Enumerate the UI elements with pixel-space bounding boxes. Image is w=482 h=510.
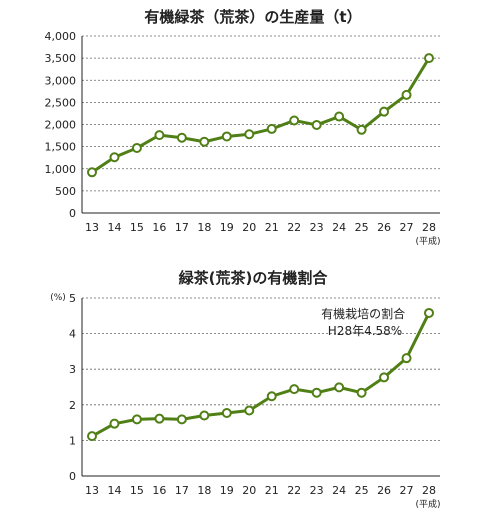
organic-ratio-x-tick-label: 25: [355, 484, 369, 497]
organic-ratio-data-point: [424, 307, 434, 318]
organic-ratio-y-tick-label: 1: [69, 434, 76, 447]
production-y-tick-label: 0: [69, 207, 76, 220]
production-data-point: [87, 167, 97, 178]
production-data-point: [289, 115, 300, 126]
production-data-point: [131, 142, 142, 153]
organic-ratio-y-tick-label: 4: [69, 328, 76, 341]
production-chart: 有機緑茶（荒茶）の生産量（t） 0 500 1,000 1,500 2,000 2,500…: [45, 8, 441, 247]
production-data-point: [379, 106, 390, 117]
organic-ratio-y-tick-label: 3: [69, 363, 76, 376]
production-x-tick-label: 28: [422, 221, 436, 234]
organic-ratio-x-tick-label: 18: [197, 484, 211, 497]
organic-ratio-data-point: [131, 414, 142, 425]
organic-ratio-x-tick-label: 13: [85, 484, 99, 497]
organic-ratio-annotation: 有機栽培の割合 H28年4.58%: [321, 306, 409, 338]
organic-ratio-x-tick-label: 22: [287, 484, 301, 497]
organic-ratio-data-point: [221, 407, 232, 418]
organic-ratio-x-tick-label: 23: [310, 484, 324, 497]
organic-ratio-x-tick-label: 14: [107, 484, 121, 497]
organic-ratio-series: [87, 307, 434, 442]
production-data-point: [154, 130, 165, 141]
organic-ratio-chart-title: 緑茶(荒茶)の有機割合: [179, 269, 329, 287]
production-data-point: [109, 152, 120, 163]
organic-ratio-data-point: [176, 414, 187, 425]
production-x-tick-label: 27: [400, 221, 414, 234]
production-x-tick-label: 23: [310, 221, 324, 234]
organic-ratio-x-tick-label: 19: [220, 484, 234, 497]
organic-ratio-y-tick-label: 2: [69, 399, 76, 412]
organic-ratio-x-tick-label: 17: [175, 484, 189, 497]
production-data-point: [311, 119, 322, 130]
production-x-tick-label: 22: [287, 221, 301, 234]
production-x-tick-label: 18: [197, 221, 211, 234]
production-data-point: [356, 124, 367, 135]
production-y-ticks: 0 500 1,000 1,500 2,000 2,500 3,000 3,500 4,000: [45, 30, 77, 220]
organic-ratio-x-tick-label: 27: [400, 484, 414, 497]
organic-ratio-data-point: [154, 413, 165, 424]
production-chart-title: 有機緑茶（荒茶）の生産量（t）: [144, 8, 361, 26]
organic-ratio-annotation-line-2: H28年4.58%: [328, 324, 402, 338]
production-data-point: [334, 111, 345, 122]
production-x-tick-label: 20: [242, 221, 256, 234]
production-x-tick-label: 24: [332, 221, 346, 234]
organic-ratio-y-tick-label: 5: [69, 292, 76, 305]
production-x-tick-label: 16: [152, 221, 166, 234]
organic-ratio-x-tick-label: 21: [265, 484, 279, 497]
organic-ratio-x-unit: (平成): [415, 498, 440, 510]
organic-ratio-x-tick-label: 28: [422, 484, 436, 497]
production-x-tick-label: 14: [107, 221, 121, 234]
production-x-tick-label: 13: [85, 221, 99, 234]
organic-ratio-series-line: [91, 312, 431, 438]
production-y-tick-label: 4,000: [45, 30, 77, 43]
production-y-tick-label: 3,500: [45, 52, 77, 65]
production-y-tick-label: 2,500: [45, 96, 77, 109]
organic-ratio-y-tick-label: 0: [69, 470, 76, 483]
organic-ratio-x-tick-label: 24: [332, 484, 346, 497]
production-x-ticks: 13 14 15 16 17 18 19 20 21 22 23 24 25 26 27 28: [85, 221, 436, 234]
organic-ratio-data-point: [356, 387, 367, 398]
production-y-tick-label: 500: [55, 185, 76, 198]
production-data-point: [424, 53, 434, 64]
organic-ratio-data-point: [266, 391, 277, 402]
organic-ratio-x-tick-label: 15: [130, 484, 144, 497]
organic-ratio-annotation-line-1: 有機栽培の割合: [321, 306, 405, 321]
production-x-tick-label: 15: [130, 221, 144, 234]
organic-ratio-data-point: [199, 410, 210, 421]
organic-ratio-y-ticks: 0 1 2 3 4 5: [69, 292, 76, 483]
organic-ratio-data-point: [244, 405, 255, 416]
production-x-tick-label: 19: [220, 221, 234, 234]
production-series: [87, 53, 434, 178]
production-y-tick-label: 1,500: [45, 141, 77, 154]
production-x-unit: (平成): [415, 235, 440, 247]
production-data-point: [176, 132, 187, 143]
organic-ratio-data-point: [311, 387, 322, 398]
organic-ratio-data-point: [334, 382, 345, 393]
organic-ratio-y-unit: (%): [50, 293, 66, 303]
production-series-line: [91, 57, 431, 174]
production-data-point: [401, 89, 412, 100]
organic-ratio-x-tick-label: 16: [152, 484, 166, 497]
production-data-point: [266, 123, 277, 134]
production-y-tick-label: 3,000: [45, 74, 77, 87]
production-data-point: [221, 131, 232, 142]
organic-ratio-data-point: [87, 431, 97, 442]
organic-ratio-x-tick-label: 26: [377, 484, 391, 497]
production-x-tick-label: 26: [377, 221, 391, 234]
organic-ratio-data-point: [401, 353, 412, 364]
organic-ratio-data-point: [379, 372, 390, 383]
organic-ratio-data-point: [289, 384, 300, 395]
production-x-tick-label: 17: [175, 221, 189, 234]
organic-ratio-x-tick-label: 20: [242, 484, 256, 497]
organic-ratio-data-point: [109, 418, 120, 429]
production-data-point: [244, 129, 255, 140]
production-x-tick-label: 25: [355, 221, 369, 234]
production-y-tick-label: 2,000: [45, 119, 77, 132]
production-data-point: [199, 136, 210, 147]
organic-ratio-x-ticks: 13 14 15 16 17 18 19 20 21 22 23 24 25 26 27 28: [85, 484, 436, 497]
production-x-tick-label: 21: [265, 221, 279, 234]
production-y-tick-label: 1,000: [45, 163, 77, 176]
